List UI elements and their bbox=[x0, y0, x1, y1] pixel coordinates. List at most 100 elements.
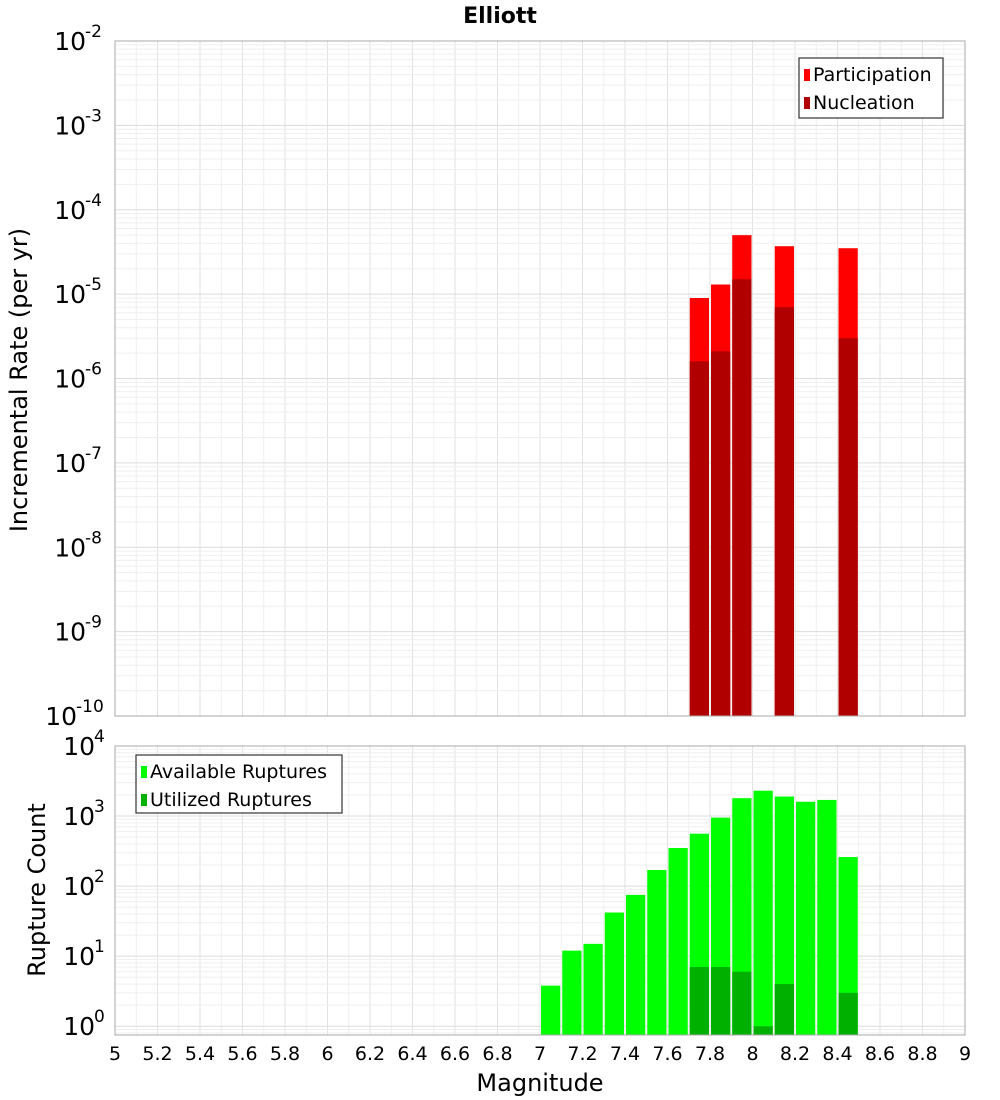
x-tick-label: 5 bbox=[109, 1043, 121, 1065]
y-tick-label: 10 bbox=[54, 196, 86, 225]
bar bbox=[774, 796, 794, 1035]
series-utilized-ruptures bbox=[689, 967, 858, 1035]
y-tick-label: 10 bbox=[63, 872, 95, 901]
legend-swatch bbox=[804, 69, 810, 81]
y-tick-exponent: -6 bbox=[85, 360, 102, 380]
series-available-ruptures bbox=[541, 790, 858, 1035]
y-tick-exponent: 4 bbox=[94, 727, 105, 747]
legend-box bbox=[798, 57, 944, 119]
bar bbox=[689, 361, 709, 716]
y-tick-label: 10 bbox=[54, 280, 86, 309]
y-tick-exponent: -10 bbox=[76, 697, 104, 717]
y-tick-label: 10 bbox=[54, 533, 86, 562]
y-tick-label: 10 bbox=[54, 111, 86, 140]
x-tick-label: 7 bbox=[534, 1043, 546, 1065]
bar bbox=[711, 351, 731, 716]
bar bbox=[541, 985, 561, 1035]
bar bbox=[774, 307, 794, 716]
x-tick-label: 8.8 bbox=[907, 1043, 937, 1065]
x-tick-label: 6 bbox=[321, 1043, 333, 1065]
x-tick-label: 7.4 bbox=[610, 1043, 640, 1065]
y-tick-exponent: -3 bbox=[85, 106, 102, 126]
bar bbox=[732, 971, 752, 1035]
y-tick-exponent: 3 bbox=[94, 797, 105, 817]
y-tick-exponent: -8 bbox=[85, 528, 102, 548]
x-tick-label: 9 bbox=[959, 1043, 971, 1065]
legend-swatch bbox=[141, 794, 147, 806]
bar bbox=[838, 992, 858, 1035]
x-axis-title: Magnitude bbox=[476, 1069, 603, 1097]
legend: Available Ruptures Utilized Ruptures bbox=[135, 754, 343, 814]
bar bbox=[796, 801, 816, 1035]
legend: Participation Nucleation bbox=[798, 57, 944, 119]
y-tick-exponent: -9 bbox=[85, 613, 102, 633]
bar bbox=[583, 943, 603, 1035]
legend-swatch bbox=[804, 97, 810, 109]
x-tick-label: 6.2 bbox=[355, 1043, 385, 1065]
x-tick-label: 7.6 bbox=[652, 1043, 682, 1065]
bar bbox=[817, 799, 837, 1035]
x-tick-label: 5.6 bbox=[227, 1043, 257, 1065]
bar bbox=[562, 950, 582, 1035]
x-tick-label: 8.2 bbox=[780, 1043, 810, 1065]
legend-label: Available Ruptures bbox=[150, 761, 327, 783]
x-tick-labels: 5 5.2 5.4 5.6 5.8 6 6.2 6.4 6.6 6.8 7 7.2 7.4 7.6 7.8 8… bbox=[109, 1043, 971, 1065]
legend-label: Utilized Ruptures bbox=[150, 789, 312, 811]
y-tick-exponent: 0 bbox=[94, 1007, 105, 1027]
x-tick-label: 7.2 bbox=[567, 1043, 597, 1065]
bar bbox=[711, 967, 731, 1035]
bar bbox=[626, 894, 646, 1035]
y-tick-exponent: -7 bbox=[85, 444, 102, 464]
x-tick-label: 8.6 bbox=[865, 1043, 895, 1065]
x-tick-label: 5.4 bbox=[185, 1043, 215, 1065]
x-tick-label: 6.4 bbox=[397, 1043, 427, 1065]
y-tick-label: 10 bbox=[45, 702, 77, 731]
bar bbox=[838, 338, 858, 716]
y-tick-exponent: -2 bbox=[85, 22, 102, 42]
y-tick-label: 10 bbox=[63, 732, 95, 761]
bottom-y-axis-title: Rupture Count bbox=[23, 803, 51, 977]
x-tick-label: 7.8 bbox=[695, 1043, 725, 1065]
bottom-panel-rupture-count: 10 010 110 210 310 45 5.2 5.4 5.6 5.8 6 6.2 6.4 6.6 6.… bbox=[63, 727, 971, 1065]
top-y-axis-title: Incremental Rate (per yr) bbox=[5, 228, 33, 532]
y-tick-label: 10 bbox=[54, 27, 86, 56]
bar bbox=[732, 279, 752, 716]
grid bbox=[114, 40, 966, 717]
y-tick-label: 10 bbox=[54, 449, 86, 478]
legend-box bbox=[135, 754, 343, 814]
chart-title: Elliott bbox=[463, 4, 537, 29]
series-nucleation bbox=[689, 279, 858, 716]
bar bbox=[689, 967, 709, 1035]
y-tick-label: 10 bbox=[63, 802, 95, 831]
plot-border bbox=[114, 745, 966, 1036]
x-tick-label: 5.8 bbox=[270, 1043, 300, 1065]
y-tick-label: 10 bbox=[54, 365, 86, 394]
y-tick-label: 10 bbox=[54, 618, 86, 647]
bar bbox=[668, 848, 688, 1035]
x-tick-label: 6.8 bbox=[482, 1043, 512, 1065]
plot-border bbox=[114, 40, 966, 717]
x-tick-label: 8.4 bbox=[822, 1043, 852, 1065]
bar bbox=[753, 1026, 773, 1035]
bar bbox=[604, 912, 624, 1035]
bar bbox=[647, 869, 667, 1035]
x-tick-label: 5.2 bbox=[142, 1043, 172, 1065]
legend-label: Participation bbox=[813, 64, 932, 86]
x-tick-label: 6.6 bbox=[440, 1043, 470, 1065]
y-tick-label: 10 bbox=[63, 942, 95, 971]
y-tick-exponent: -4 bbox=[85, 191, 102, 211]
y-tick-exponent: -5 bbox=[85, 275, 102, 295]
bar bbox=[753, 790, 773, 1035]
y-tick-exponent: 2 bbox=[94, 867, 105, 887]
bar bbox=[774, 984, 794, 1035]
x-tick-label: 8 bbox=[746, 1043, 758, 1065]
bar bbox=[838, 857, 858, 1035]
y-tick-label: 10 bbox=[63, 1012, 95, 1041]
y-tick-exponent: 1 bbox=[94, 937, 105, 957]
legend-label: Nucleation bbox=[813, 92, 915, 114]
